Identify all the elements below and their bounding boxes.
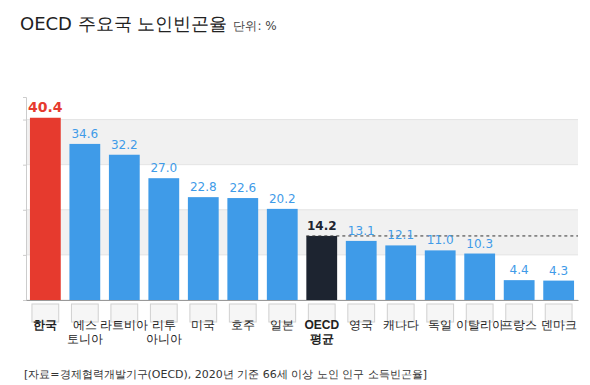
y-tick-mark [23, 120, 26, 121]
data-label: 22.6 [229, 181, 256, 195]
bar [188, 197, 219, 300]
x-tick-label: 미국 [191, 318, 215, 332]
x-tick: 프랑스 [501, 318, 537, 332]
subtitle: 단위: % [233, 19, 276, 33]
bars [30, 118, 578, 300]
x-tick: 에스토니아 [67, 318, 103, 346]
x-tick: 라트비아 [100, 318, 148, 332]
x-tick-label: 리투아니아 [146, 318, 182, 346]
title: OECD 주요국 노인빈곤율 [20, 13, 227, 34]
x-tick-label: 캐나다 [383, 318, 419, 332]
bar [385, 245, 416, 300]
x-tick-label: 프랑스 [501, 318, 537, 332]
y-tick-mark [23, 300, 26, 301]
bar [109, 155, 140, 300]
grid-line [26, 254, 578, 255]
bar [69, 144, 100, 300]
bar [227, 198, 258, 300]
chart: OECD 주요국 노인빈곤율 단위: % 한국 에스토니아라트비아리투아니아 미국 호주 일… [0, 0, 590, 385]
grid [26, 120, 578, 300]
x-tick-label: 라트비아 [100, 318, 148, 332]
data-label: 13.1 [348, 224, 375, 238]
data-label: 27.0 [150, 161, 177, 175]
x-tick-label: OECD평균 [304, 318, 339, 346]
y-tick-mark [23, 255, 26, 256]
data-label: 40.4 [28, 99, 63, 115]
x-tick: 영국 [349, 318, 373, 332]
y-tick [23, 165, 26, 166]
data-label: 12.1 [387, 228, 414, 242]
x-tick-label: 영국 [349, 318, 373, 332]
x-tick: 호주 [231, 318, 255, 332]
x-tick: 캐나다 [383, 318, 419, 332]
bar [267, 209, 298, 300]
data-label: 32.2 [111, 138, 138, 152]
bar [346, 241, 377, 300]
data-label: 11.0 [427, 233, 454, 247]
x-tick-label: 에스토니아 [67, 318, 103, 346]
y-axis [23, 98, 27, 301]
source: [자료=경제협력개발기구(OECD), 2020년 기준 66세 이상 노인 인… [24, 368, 427, 381]
grid-line [26, 164, 578, 165]
x-tick: 미국 [191, 318, 215, 332]
y-tick-mark [23, 210, 26, 211]
y-axis-line [23, 98, 27, 301]
bar [543, 281, 574, 300]
x-tick-label: 이탈리아 [456, 318, 504, 332]
x-tick-label: 일본 [270, 318, 294, 332]
x-tick-label: 독일 [428, 318, 452, 332]
data-label: 20.2 [269, 192, 296, 206]
data-label: 10.3 [466, 237, 493, 251]
data-label: 14.2 [307, 219, 337, 233]
x-tick-label: 호주 [231, 318, 255, 332]
bar [425, 250, 456, 300]
x-tick: 일본 [270, 318, 294, 332]
grid-band [26, 120, 578, 165]
data-label: 34.6 [71, 127, 98, 141]
y-tick [23, 120, 26, 121]
x-tick: 한국 [33, 318, 57, 332]
x-tick: 독일 [428, 318, 452, 332]
x-tick: 덴마크 [541, 318, 577, 332]
x-axis-line [27, 300, 579, 301]
bar [30, 118, 61, 300]
bar [148, 178, 179, 300]
x-tick-label: 덴마크 [541, 318, 577, 332]
grid-line [26, 209, 578, 210]
y-tick-mark [23, 165, 26, 166]
x-axis: 한국 에스토니아라트비아리투아니아 미국 호주 일본 OECD평균 영국 캐나다 독일 이탈리아프… [27, 301, 579, 347]
data-label: 22.8 [190, 180, 217, 194]
x-tick: 리투아니아 [146, 318, 182, 346]
y-tick [23, 210, 26, 211]
data-labels: 40.4 34.6 32.2 27.0 22.8 22.6 20.2 14.2 13.1 12.1… [28, 99, 568, 278]
data-label: 4.3 [549, 264, 568, 278]
grid-line [26, 300, 578, 301]
x-tick-label: 한국 [33, 318, 57, 332]
bar [306, 236, 337, 300]
y-tick [23, 255, 26, 256]
bar [504, 280, 535, 300]
y-tick [23, 300, 26, 301]
x-tick: OECD평균 [304, 318, 339, 346]
data-label: 4.4 [510, 263, 529, 277]
grid-line [26, 119, 578, 120]
grid-band [26, 210, 578, 255]
bar [464, 254, 495, 300]
x-tick: 이탈리아 [456, 318, 504, 332]
